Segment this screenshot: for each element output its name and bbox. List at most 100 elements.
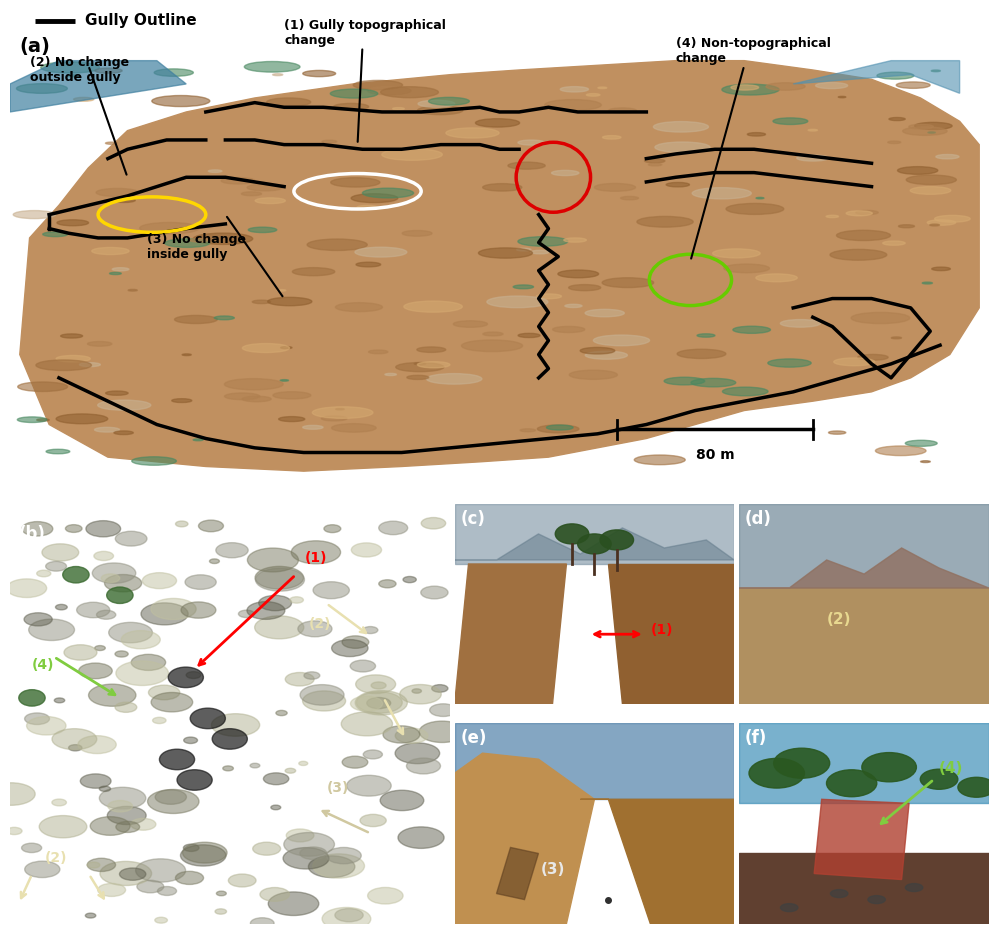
Ellipse shape [897, 167, 938, 174]
Ellipse shape [89, 684, 136, 706]
Ellipse shape [780, 320, 820, 327]
Ellipse shape [286, 673, 314, 686]
Ellipse shape [379, 522, 408, 535]
Ellipse shape [747, 132, 765, 136]
Ellipse shape [655, 142, 710, 152]
Ellipse shape [888, 141, 901, 144]
Text: (3): (3) [540, 861, 564, 876]
Ellipse shape [479, 248, 532, 258]
Ellipse shape [551, 171, 578, 175]
Text: (a): (a) [20, 37, 51, 56]
Ellipse shape [255, 198, 286, 203]
Ellipse shape [37, 419, 49, 421]
Ellipse shape [242, 192, 262, 196]
Ellipse shape [255, 566, 304, 589]
Polygon shape [10, 61, 186, 112]
Ellipse shape [797, 155, 829, 161]
Ellipse shape [303, 691, 346, 711]
Ellipse shape [396, 363, 444, 371]
Text: (1) Gully topographical
change: (1) Gully topographical change [284, 19, 446, 47]
Ellipse shape [430, 703, 457, 717]
Ellipse shape [101, 574, 120, 582]
Text: (2) No change
outside gully: (2) No change outside gully [30, 56, 129, 84]
Ellipse shape [836, 230, 890, 241]
Ellipse shape [846, 211, 872, 216]
Ellipse shape [212, 729, 248, 749]
Polygon shape [739, 723, 989, 803]
Ellipse shape [29, 620, 75, 641]
Ellipse shape [342, 756, 368, 768]
Ellipse shape [116, 821, 140, 832]
Ellipse shape [335, 909, 364, 922]
Polygon shape [739, 588, 989, 704]
Ellipse shape [277, 289, 286, 291]
Ellipse shape [889, 118, 905, 120]
Ellipse shape [415, 363, 426, 365]
Ellipse shape [61, 334, 83, 338]
Ellipse shape [63, 566, 89, 583]
Ellipse shape [115, 651, 128, 657]
Ellipse shape [429, 97, 470, 105]
Ellipse shape [88, 341, 112, 346]
Ellipse shape [906, 175, 956, 185]
Ellipse shape [322, 908, 371, 930]
Ellipse shape [0, 783, 35, 805]
Ellipse shape [356, 690, 408, 715]
Ellipse shape [242, 397, 271, 402]
Ellipse shape [398, 827, 445, 848]
Ellipse shape [476, 118, 519, 127]
Ellipse shape [108, 801, 133, 812]
Ellipse shape [182, 354, 191, 355]
Ellipse shape [172, 398, 192, 402]
Polygon shape [739, 504, 989, 594]
Ellipse shape [891, 337, 901, 339]
Ellipse shape [279, 417, 305, 422]
Ellipse shape [518, 333, 540, 338]
Polygon shape [20, 61, 979, 471]
Ellipse shape [608, 108, 636, 113]
Ellipse shape [722, 387, 768, 396]
Ellipse shape [216, 543, 248, 558]
Ellipse shape [355, 247, 407, 258]
Ellipse shape [360, 815, 387, 827]
Ellipse shape [87, 862, 100, 868]
Ellipse shape [209, 170, 222, 173]
Ellipse shape [298, 620, 332, 637]
Ellipse shape [46, 450, 70, 453]
Ellipse shape [756, 198, 764, 199]
Ellipse shape [193, 233, 253, 244]
Ellipse shape [43, 232, 68, 237]
Ellipse shape [16, 84, 67, 93]
Ellipse shape [602, 135, 621, 139]
Ellipse shape [536, 294, 561, 299]
Ellipse shape [593, 335, 649, 346]
Ellipse shape [98, 400, 151, 411]
Ellipse shape [513, 285, 533, 289]
Ellipse shape [165, 239, 210, 247]
Ellipse shape [186, 672, 201, 678]
Ellipse shape [78, 736, 116, 754]
Ellipse shape [175, 315, 217, 324]
Ellipse shape [215, 909, 227, 914]
Ellipse shape [131, 818, 156, 830]
Ellipse shape [637, 216, 693, 227]
Ellipse shape [190, 239, 209, 242]
Ellipse shape [418, 362, 450, 368]
Ellipse shape [225, 379, 283, 390]
Ellipse shape [664, 377, 704, 385]
Ellipse shape [586, 93, 600, 96]
Ellipse shape [42, 544, 79, 561]
Ellipse shape [253, 300, 271, 303]
Ellipse shape [928, 132, 935, 133]
Ellipse shape [27, 717, 66, 735]
Ellipse shape [577, 534, 611, 554]
Ellipse shape [691, 379, 736, 387]
Ellipse shape [815, 82, 848, 89]
Ellipse shape [245, 62, 300, 72]
Ellipse shape [930, 224, 939, 226]
Ellipse shape [653, 121, 708, 132]
Ellipse shape [420, 721, 465, 743]
Ellipse shape [287, 829, 314, 842]
Ellipse shape [858, 355, 888, 360]
Ellipse shape [113, 198, 135, 202]
